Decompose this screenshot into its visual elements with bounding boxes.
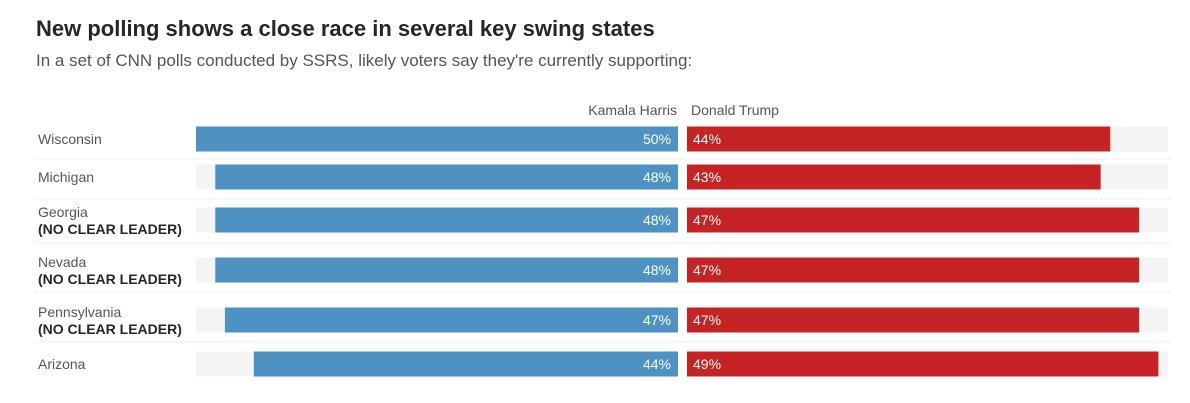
- trump-bar: [687, 307, 1140, 333]
- harris-bar: [253, 351, 678, 377]
- trump-value-label: 44%: [693, 131, 721, 147]
- no-clear-leader-note: (NO CLEAR LEADER): [38, 271, 182, 287]
- trump-value-label: 49%: [693, 356, 721, 372]
- harris-bar: [215, 207, 678, 233]
- trump-bar: [687, 257, 1140, 283]
- trump-bar: [687, 164, 1101, 190]
- harris-value-label: 50%: [643, 131, 671, 147]
- trump-value-label: 43%: [693, 169, 721, 185]
- legend-trump: Donald Trump: [691, 102, 779, 118]
- no-clear-leader-note: (NO CLEAR LEADER): [38, 221, 182, 237]
- chart-subtitle: In a set of CNN polls conducted by SSRS,…: [36, 51, 693, 70]
- trump-value-label: 47%: [693, 262, 721, 278]
- harris-bar: [224, 307, 679, 333]
- harris-bar: [215, 164, 678, 190]
- harris-bar: [215, 257, 678, 283]
- state-label: Nevada: [38, 254, 86, 270]
- harris-value-label: 48%: [643, 212, 671, 228]
- harris-value-label: 47%: [643, 312, 671, 328]
- chart-title: New polling shows a close race in severa…: [36, 16, 655, 41]
- state-label: Wisconsin: [38, 131, 102, 147]
- state-label: Arizona: [38, 356, 86, 372]
- harris-value-label: 48%: [643, 262, 671, 278]
- trump-bar: [687, 207, 1140, 233]
- trump-value-label: 47%: [693, 212, 721, 228]
- harris-value-label: 44%: [643, 356, 671, 372]
- harris-value-label: 48%: [643, 169, 671, 185]
- trump-value-label: 47%: [693, 312, 721, 328]
- state-label: Michigan: [38, 169, 94, 185]
- legend-harris: Kamala Harris: [588, 102, 677, 118]
- trump-bar: [687, 351, 1159, 377]
- trump-bar: [687, 126, 1111, 152]
- no-clear-leader-note: (NO CLEAR LEADER): [38, 321, 182, 337]
- state-label: Georgia: [38, 204, 88, 220]
- harris-bar: [196, 126, 678, 152]
- state-label: Pennsylvania: [38, 304, 121, 320]
